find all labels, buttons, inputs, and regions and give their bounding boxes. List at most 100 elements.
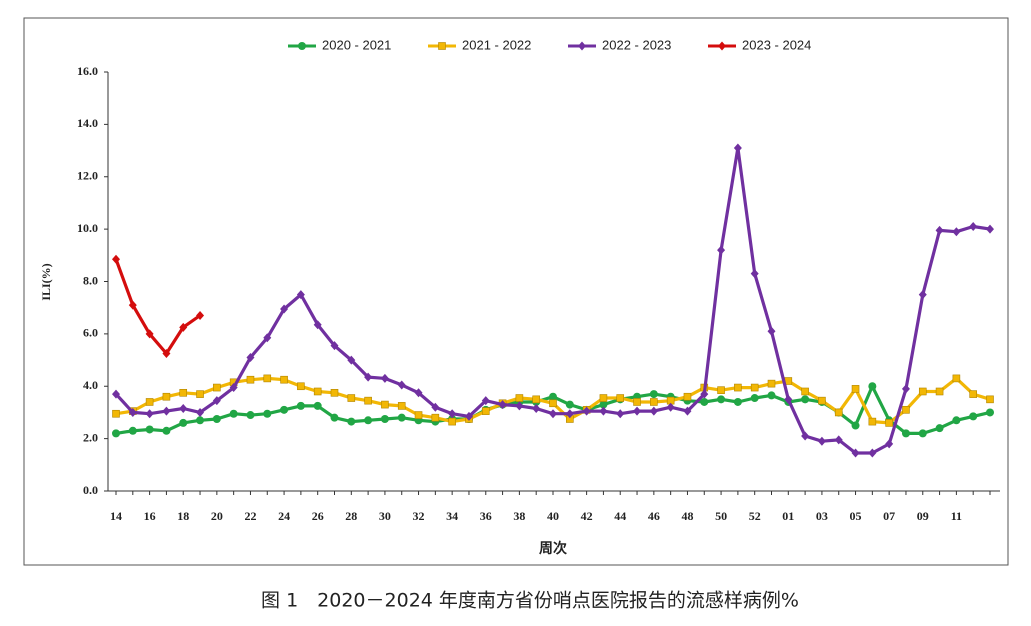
data-point (549, 399, 557, 408)
data-point (112, 409, 120, 418)
data-point (801, 431, 810, 441)
data-point (582, 406, 591, 416)
legend-marker (718, 41, 726, 51)
x-tick-label: 42 (581, 509, 593, 523)
data-point (313, 401, 322, 410)
data-point (330, 341, 339, 351)
data-point (767, 391, 776, 400)
data-point (717, 245, 726, 255)
data-point (145, 409, 154, 419)
data-point (380, 414, 389, 423)
x-tick-label: 18 (177, 509, 189, 523)
data-point (347, 417, 356, 426)
data-point (885, 439, 894, 449)
data-point (179, 404, 188, 414)
x-tick-label: 36 (480, 509, 492, 523)
data-point (313, 387, 322, 396)
data-point (868, 448, 877, 458)
legend-label: 2020 - 2021 (322, 37, 391, 52)
data-point (733, 143, 742, 153)
data-point (700, 397, 709, 406)
y-tick-label: 12.0 (77, 169, 98, 183)
x-tick-label: 44 (614, 509, 626, 523)
data-point (549, 409, 557, 419)
data-point (649, 390, 658, 399)
x-tick-label: 48 (681, 509, 693, 523)
x-tick-label: 38 (513, 509, 525, 523)
data-point (196, 390, 204, 398)
data-point (162, 426, 171, 435)
x-tick-label: 03 (816, 509, 828, 523)
data-point (801, 395, 810, 404)
data-point (986, 224, 994, 234)
data-point (901, 429, 910, 438)
data-point (246, 352, 255, 362)
data-point (733, 397, 742, 406)
data-point (801, 387, 809, 396)
y-tick-label: 2.0 (83, 430, 98, 444)
data-point (498, 400, 507, 410)
legend-label: 2022 - 2023 (602, 37, 671, 52)
caption: 图 1 2020－2024 年度南方省份哨点医院报告的流感样病例% (261, 590, 799, 612)
data-point (196, 407, 205, 417)
data-point (213, 383, 221, 392)
legend-marker (438, 42, 446, 50)
data-point (700, 389, 709, 399)
legend-marker (298, 42, 306, 50)
data-point (969, 390, 977, 398)
data-point (229, 409, 238, 418)
data-point (599, 394, 608, 402)
data-point (196, 311, 205, 321)
data-point (986, 395, 994, 404)
data-point (431, 413, 440, 422)
y-axis-label: ILI(%) (39, 263, 53, 300)
series-line (114, 258, 201, 356)
data-point (935, 387, 944, 396)
data-point (297, 382, 305, 391)
x-tick-label: 14 (110, 509, 122, 523)
data-point (750, 394, 759, 403)
data-point (616, 409, 625, 419)
data-point (162, 392, 171, 401)
data-point (902, 406, 910, 414)
data-point (717, 395, 726, 404)
data-point (851, 448, 860, 458)
x-tick-label: 26 (312, 509, 324, 523)
y-tick-label: 0.0 (83, 483, 98, 497)
data-point (381, 400, 389, 409)
data-point (112, 254, 120, 264)
legend-label: 2023 - 2024 (742, 37, 811, 52)
x-tick-label: 50 (715, 509, 727, 523)
y-tick-label: 4.0 (83, 378, 98, 392)
x-tick-label: 24 (278, 509, 290, 523)
x-tick-label: 32 (413, 509, 425, 523)
data-point (734, 383, 742, 392)
data-point (364, 416, 373, 425)
data-point (128, 300, 137, 310)
data-point (364, 396, 372, 405)
data-point (212, 396, 221, 406)
data-point (330, 388, 339, 397)
data-point (969, 222, 978, 232)
x-tick-label: 34 (446, 509, 458, 523)
data-point (263, 333, 272, 343)
data-point (313, 320, 322, 330)
data-point (885, 419, 893, 427)
data-point (145, 425, 154, 434)
data-point (767, 379, 776, 388)
data-point (952, 416, 961, 425)
data-point (380, 373, 389, 383)
data-point (565, 400, 574, 409)
y-tick-label: 8.0 (83, 273, 98, 287)
data-point (128, 407, 137, 417)
data-point (280, 304, 289, 314)
data-point (330, 413, 339, 422)
data-point (112, 389, 120, 399)
x-tick-label: 05 (850, 509, 862, 523)
data-point (633, 398, 641, 406)
chart-frame (23, 17, 1009, 566)
data-point (918, 387, 927, 396)
x-axis-label: 周次 (539, 540, 567, 557)
data-point (280, 375, 288, 384)
